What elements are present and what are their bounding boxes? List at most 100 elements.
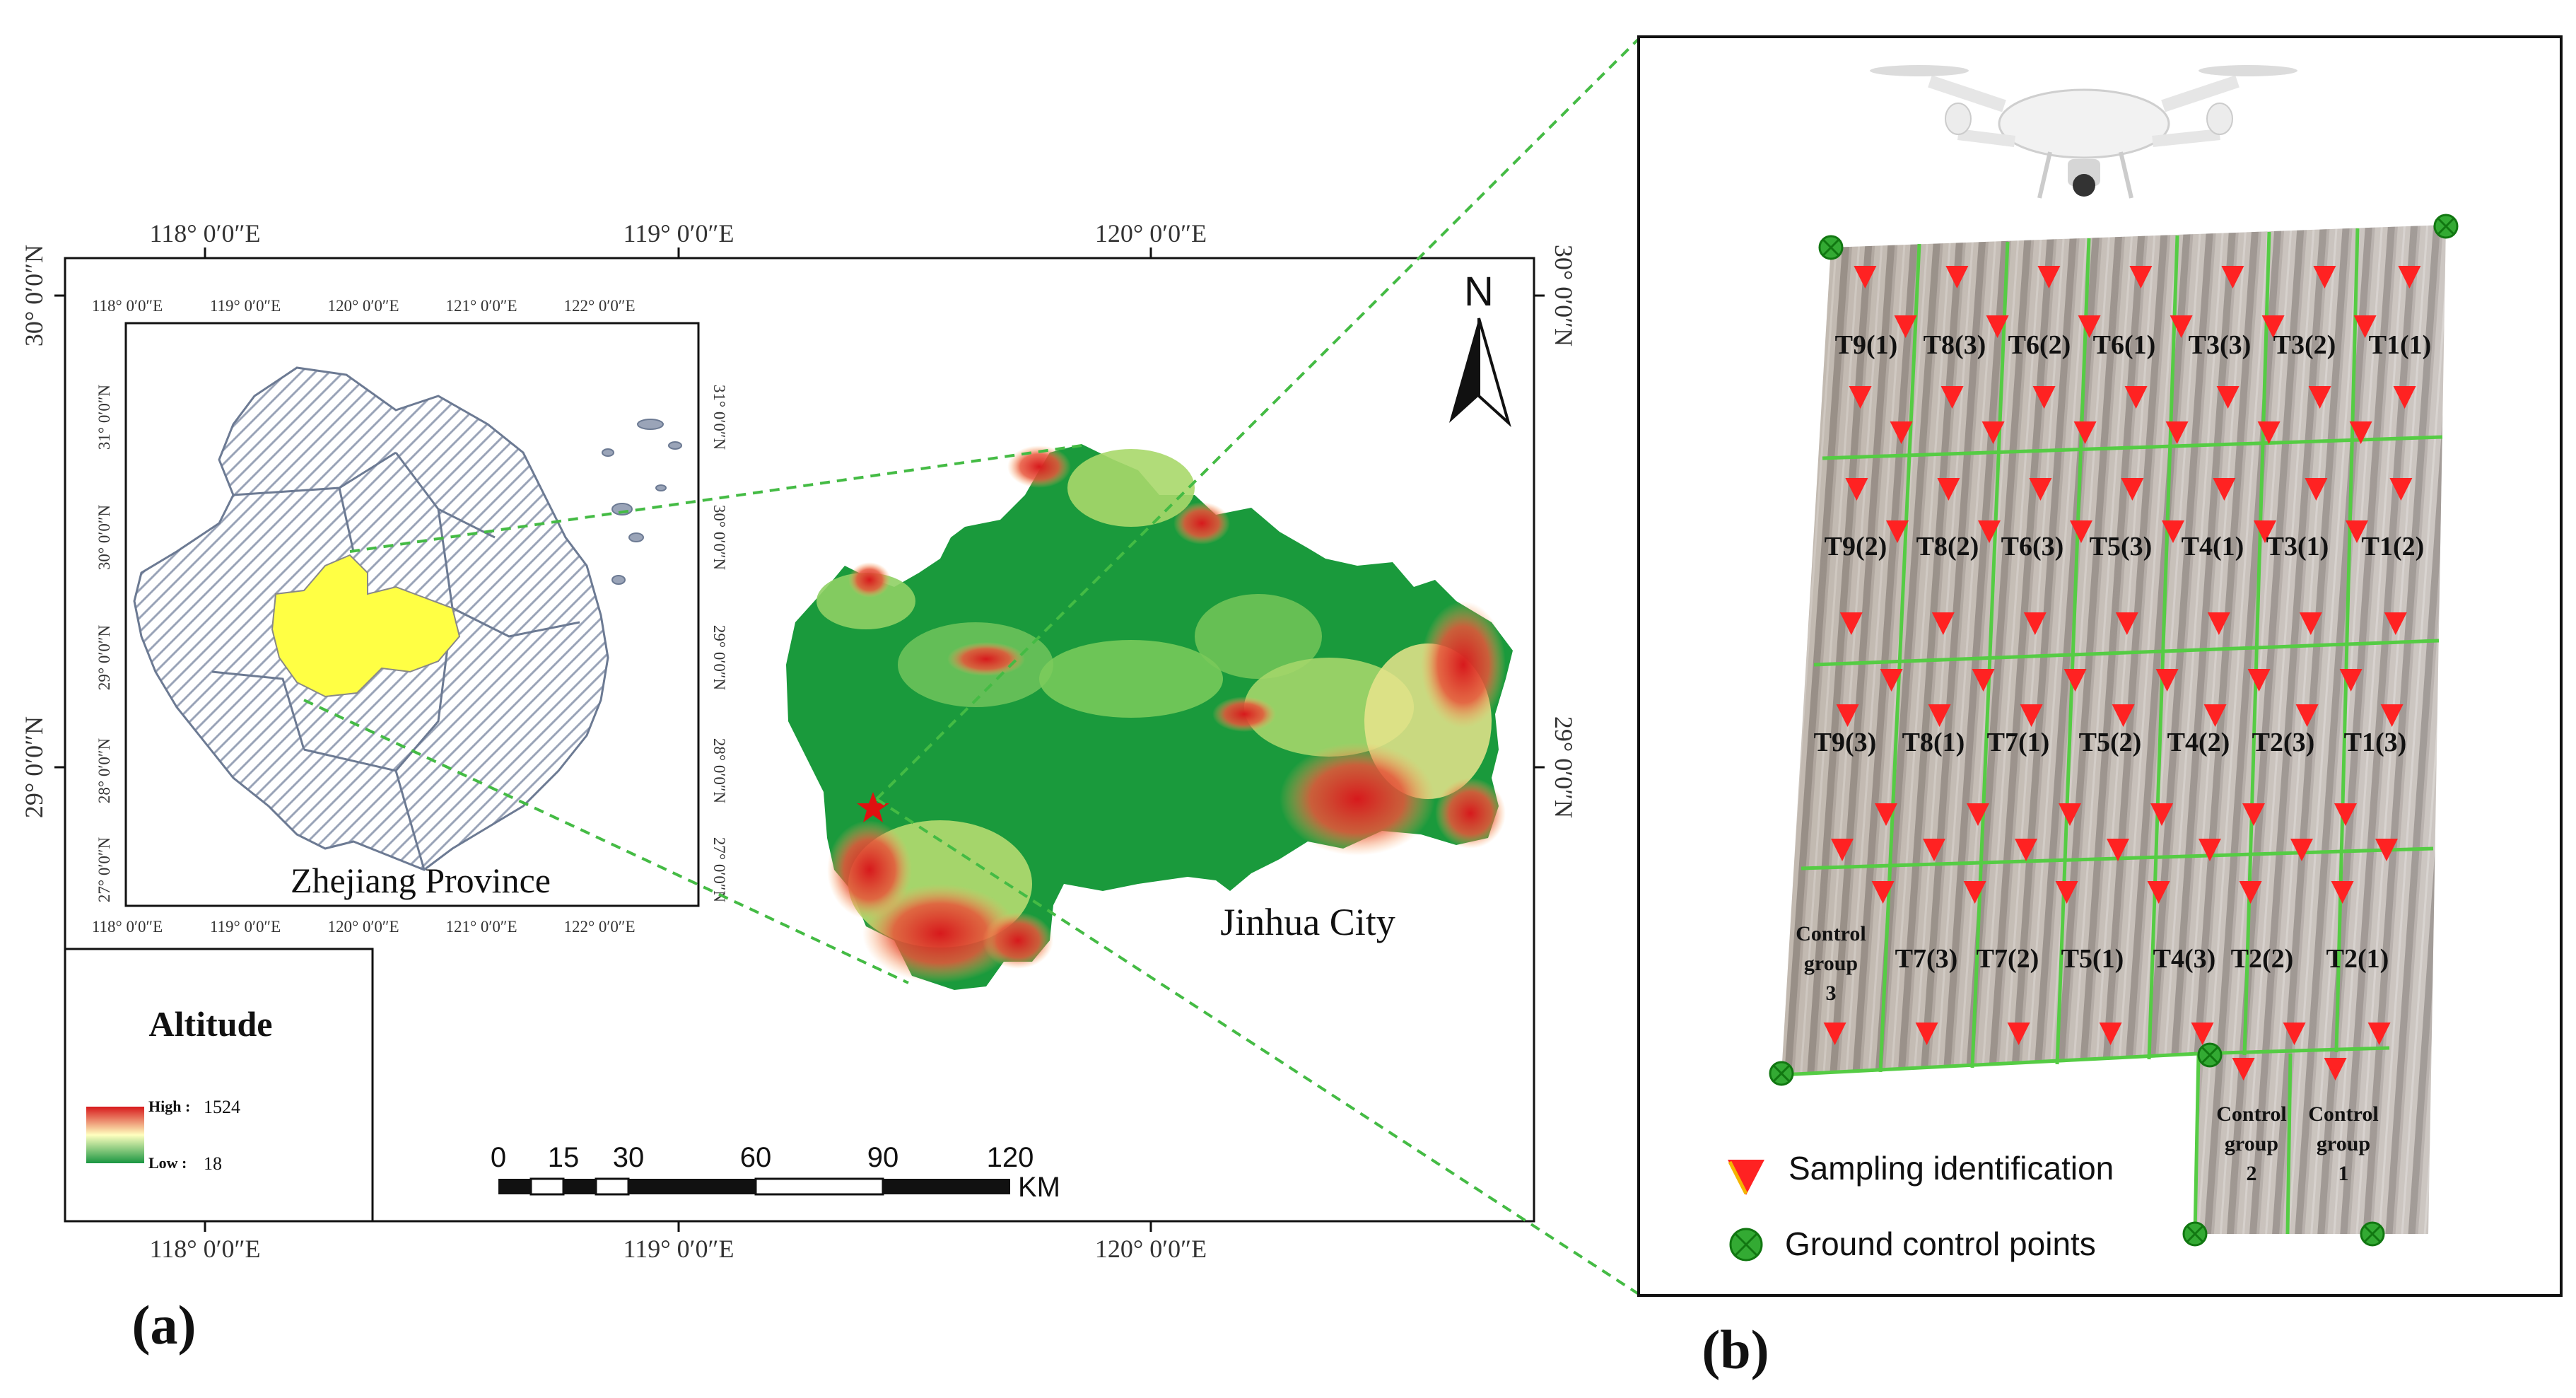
- sampling-marker: [2015, 839, 2037, 861]
- sampling-marker: [2055, 881, 2078, 904]
- plot-label: T7(1): [1987, 728, 2050, 757]
- plot-label: T6(1): [2093, 330, 2156, 360]
- left-lat-label-1: 30° 0′0″N: [20, 245, 48, 346]
- north-arrow-left: [1449, 318, 1479, 423]
- plot-label: T5(2): [2079, 728, 2142, 757]
- sampling-marker: [1915, 1023, 1938, 1045]
- inset-map: Zhejiang Province 118° 0′0″E 119° 0′0″E …: [92, 297, 728, 936]
- sampling-marker: [1928, 704, 1951, 727]
- dem-high: [848, 562, 891, 598]
- gcp-marker: [2182, 1221, 2208, 1247]
- plot-label: T7(3): [1895, 944, 1958, 974]
- sampling-marker: [1986, 315, 2009, 338]
- sampling-marker: [1890, 421, 1913, 444]
- inset-left-lat-5: 27° 0′0″N: [95, 837, 113, 903]
- sampling-marker: [2324, 1058, 2347, 1080]
- right-lat-label-2: 29° 0′0″N: [1550, 716, 1578, 818]
- plot-grid: [1781, 228, 2443, 1235]
- control-group-2: Control group 2: [2216, 1102, 2286, 1185]
- inset-right-lat-5: 27° 0′0″N: [710, 837, 728, 903]
- plot-label: T3(1): [2266, 532, 2329, 561]
- drone-image: [1870, 65, 2297, 199]
- plot-label: T6(2): [2008, 330, 2071, 360]
- sampling-marker: [2346, 520, 2368, 543]
- inset-top-lon-1: 118° 0′0″E: [92, 297, 163, 315]
- sampling-marker: [2239, 881, 2262, 904]
- sampling-marker: [2393, 386, 2416, 409]
- scale-tick-0: 0: [491, 1142, 506, 1173]
- inset-bottom-lon-5: 122° 0′0″E: [563, 918, 635, 936]
- sampling-marker: [2112, 704, 2135, 727]
- gcp-marker: [1769, 1061, 1794, 1086]
- plot-label: T9(3): [1814, 728, 1877, 757]
- panel-b-label: (b): [1702, 1319, 1769, 1380]
- dem-high: [1280, 742, 1435, 856]
- plot-label: T6(3): [2001, 532, 2064, 561]
- sampling-marker: [1963, 881, 1986, 904]
- inset-right-lat-2: 30° 0′0″N: [710, 505, 728, 571]
- sampling-marker: [2029, 478, 2052, 501]
- connector-line: [349, 444, 1082, 553]
- city-label: Jinhua City: [1220, 901, 1395, 943]
- plot-label: T7(2): [1977, 944, 2039, 974]
- sampling-marker: [2199, 839, 2221, 861]
- legend-high-value: 1524: [204, 1097, 240, 1117]
- panel-a-label: (a): [132, 1294, 197, 1356]
- dem-high: [947, 642, 1025, 676]
- control-group-2-line1: Control: [2216, 1102, 2286, 1126]
- scale-tick-60: 60: [740, 1142, 772, 1173]
- sampling-marker: [1880, 669, 1903, 692]
- gcp-marker: [2197, 1042, 2223, 1068]
- sampling-marker: [2367, 1023, 2391, 1045]
- top-lon-label-2: 119° 0′0″E: [623, 219, 734, 247]
- sampling-legend-label: Sampling identification: [1788, 1150, 2114, 1187]
- sampling-marker: [1923, 839, 1945, 861]
- sampling-marker: [1978, 520, 2001, 543]
- top-lon-label-3: 120° 0′0″E: [1095, 219, 1207, 247]
- sampling-marker: [2162, 520, 2184, 543]
- control-group-3-line3: 3: [1826, 981, 1837, 1005]
- scale-seg: [595, 1177, 630, 1196]
- inset-right-lat-1: 31° 0′0″N: [710, 385, 728, 450]
- dem-high: [1173, 502, 1230, 544]
- sampling-marker: [2384, 612, 2407, 635]
- sampling-marker: [2032, 386, 2056, 409]
- inset-right-lat-3: 29° 0′0″N: [710, 625, 728, 691]
- legend-title: Altitude: [149, 1004, 273, 1044]
- sampling-marker: [1886, 520, 1909, 543]
- sampling-marker: [2299, 612, 2322, 635]
- sampling-marker: [1875, 803, 1897, 826]
- gcp-markers: [1769, 214, 2459, 1247]
- connector-lines: [303, 37, 1640, 1295]
- sampling-marker: [2339, 669, 2363, 692]
- sampling-marker: [2107, 839, 2129, 861]
- sampling-marker: [2147, 881, 2170, 904]
- plot-label: T5(3): [2090, 532, 2153, 561]
- plot-label: T3(3): [2189, 330, 2252, 360]
- inset-top-lon-5: 122° 0′0″E: [563, 297, 635, 315]
- drone-body: [1998, 88, 2170, 159]
- left-lat-label-2: 29° 0′0″N: [20, 716, 48, 818]
- bottom-lon-label-3: 120° 0′0″E: [1095, 1235, 1207, 1263]
- plot-label: T9(2): [1825, 532, 1887, 561]
- sampling-marker: [2063, 669, 2087, 692]
- dem-patch: [816, 573, 915, 629]
- inset-left-lat-1: 31° 0′0″N: [95, 385, 113, 450]
- inset-right-lat-4: 28° 0′0″N: [710, 738, 728, 804]
- sampling-marker: [2121, 478, 2144, 501]
- drone-camera: [2073, 174, 2095, 197]
- scale-unit: KM: [1018, 1172, 1060, 1203]
- control-group-1-line1: Control: [2308, 1102, 2378, 1126]
- field-orthophoto: T9(1) T8(3) T6(2) T6(1) T3(3) T3(2) T1(1…: [1769, 214, 2459, 1247]
- sampling-marker: [1823, 1023, 1846, 1045]
- sampling-marker: [1940, 386, 1964, 409]
- plot-label: T4(2): [2167, 728, 2230, 757]
- north-arrow: N: [1449, 269, 1511, 428]
- plot-label: T4(1): [2182, 532, 2244, 561]
- sampling-marker: [2334, 803, 2357, 826]
- sampling-marker: [2295, 704, 2319, 727]
- altitude-legend: Altitude High : 1524 Low : 18: [64, 948, 374, 1223]
- scale-tick-30: 30: [613, 1142, 645, 1173]
- inset-islands: [602, 419, 682, 585]
- plot-label: T8(2): [1916, 532, 1979, 561]
